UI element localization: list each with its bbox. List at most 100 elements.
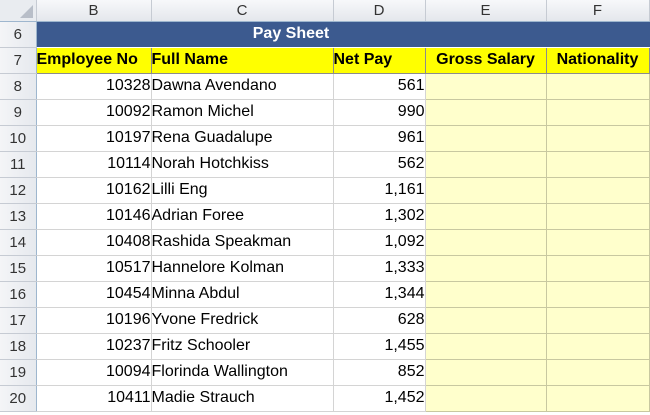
full-name-cell[interactable]: Dawna Avendano [151, 73, 334, 100]
column-header-row: B C D E F [0, 0, 650, 22]
column-header-b[interactable]: B [36, 0, 152, 22]
gross-salary-cell[interactable] [425, 333, 547, 360]
employee-no-cell[interactable]: 10146 [36, 203, 152, 230]
row-header[interactable]: 9 [0, 99, 37, 126]
net-pay-cell[interactable]: 1,452 [333, 385, 426, 412]
row-header[interactable]: 17 [0, 307, 37, 334]
net-pay-cell[interactable]: 1,344 [333, 281, 426, 308]
employee-no-cell[interactable]: 10197 [36, 125, 152, 152]
nationality-cell[interactable] [546, 359, 650, 386]
employee-no-cell[interactable]: 10517 [36, 255, 152, 282]
gross-salary-cell[interactable] [425, 203, 547, 230]
nationality-cell[interactable] [546, 203, 650, 230]
nationality-cell[interactable] [546, 307, 650, 334]
gross-salary-header[interactable]: Gross Salary [425, 47, 547, 74]
net-pay-cell[interactable]: 990 [333, 99, 426, 126]
full-name-cell[interactable]: Madie Strauch [151, 385, 334, 412]
gross-salary-cell[interactable] [425, 359, 547, 386]
full-name-cell[interactable]: Norah Hotchkiss [151, 151, 334, 178]
row-header[interactable]: 14 [0, 229, 37, 256]
row-header[interactable]: 6 [0, 21, 37, 48]
nationality-header[interactable]: Nationality [546, 47, 650, 74]
net-pay-cell[interactable]: 562 [333, 151, 426, 178]
nationality-cell[interactable] [546, 385, 650, 412]
pay-sheet-title-cell[interactable]: Pay Sheet [36, 21, 547, 48]
title-band-cell[interactable] [546, 21, 650, 48]
full-name-cell[interactable]: Rashida Speakman [151, 229, 334, 256]
table-row: 19 10094 Florinda Wallington 852 [0, 359, 650, 386]
row-header[interactable]: 19 [0, 359, 37, 386]
employee-no-cell[interactable]: 10092 [36, 99, 152, 126]
full-name-cell[interactable]: Hannelore Kolman [151, 255, 334, 282]
full-name-cell[interactable]: Ramon Michel [151, 99, 334, 126]
table-row: 17 10196 Yvone Fredrick 628 [0, 307, 650, 334]
net-pay-cell[interactable]: 628 [333, 307, 426, 334]
full-name-cell[interactable]: Minna Abdul [151, 281, 334, 308]
employee-no-cell[interactable]: 10196 [36, 307, 152, 334]
row-header[interactable]: 16 [0, 281, 37, 308]
row-header[interactable]: 7 [0, 47, 37, 74]
full-name-cell[interactable]: Yvone Fredrick [151, 307, 334, 334]
employee-no-cell[interactable]: 10094 [36, 359, 152, 386]
row-header[interactable]: 15 [0, 255, 37, 282]
gross-salary-cell[interactable] [425, 73, 547, 100]
nationality-cell[interactable] [546, 99, 650, 126]
nationality-cell[interactable] [546, 177, 650, 204]
row-header[interactable]: 12 [0, 177, 37, 204]
net-pay-cell[interactable]: 1,455 [333, 333, 426, 360]
column-header-d[interactable]: D [333, 0, 426, 22]
table-row: 9 10092 Ramon Michel 990 [0, 99, 650, 126]
gross-salary-cell[interactable] [425, 307, 547, 334]
full-name-cell[interactable]: Florinda Wallington [151, 359, 334, 386]
full-name-cell[interactable]: Lilli Eng [151, 177, 334, 204]
employee-no-header[interactable]: Employee No [36, 47, 152, 74]
employee-no-cell[interactable]: 10114 [36, 151, 152, 178]
full-name-cell[interactable]: Adrian Foree [151, 203, 334, 230]
net-pay-header[interactable]: Net Pay [333, 47, 426, 74]
column-header-c[interactable]: C [151, 0, 334, 22]
employee-no-cell[interactable]: 10454 [36, 281, 152, 308]
column-header-f[interactable]: F [546, 0, 650, 22]
nationality-cell[interactable] [546, 73, 650, 100]
employee-no-cell[interactable]: 10411 [36, 385, 152, 412]
row-header[interactable]: 18 [0, 333, 37, 360]
table-row: 14 10408 Rashida Speakman 1,092 [0, 229, 650, 256]
nationality-cell[interactable] [546, 255, 650, 282]
gross-salary-cell[interactable] [425, 151, 547, 178]
net-pay-cell[interactable]: 1,302 [333, 203, 426, 230]
net-pay-cell[interactable]: 852 [333, 359, 426, 386]
nationality-cell[interactable] [546, 281, 650, 308]
column-header-e[interactable]: E [425, 0, 547, 22]
full-name-cell[interactable]: Rena Guadalupe [151, 125, 334, 152]
row-header[interactable]: 10 [0, 125, 37, 152]
nationality-cell[interactable] [546, 125, 650, 152]
row-header[interactable]: 11 [0, 151, 37, 178]
table-row: 10 10197 Rena Guadalupe 961 [0, 125, 650, 152]
row-header[interactable]: 8 [0, 73, 37, 100]
net-pay-cell[interactable]: 1,333 [333, 255, 426, 282]
gross-salary-cell[interactable] [425, 125, 547, 152]
gross-salary-cell[interactable] [425, 255, 547, 282]
nationality-cell[interactable] [546, 229, 650, 256]
full-name-header[interactable]: Full Name [151, 47, 334, 74]
nationality-cell[interactable] [546, 333, 650, 360]
employee-no-cell[interactable]: 10408 [36, 229, 152, 256]
row-header[interactable]: 20 [0, 385, 37, 412]
net-pay-cell[interactable]: 1,161 [333, 177, 426, 204]
gross-salary-cell[interactable] [425, 281, 547, 308]
gross-salary-cell[interactable] [425, 229, 547, 256]
net-pay-cell[interactable]: 1,092 [333, 229, 426, 256]
gross-salary-cell[interactable] [425, 177, 547, 204]
row-header[interactable]: 13 [0, 203, 37, 230]
employee-no-cell[interactable]: 10237 [36, 333, 152, 360]
gross-salary-cell[interactable] [425, 99, 547, 126]
employee-no-cell[interactable]: 10328 [36, 73, 152, 100]
gross-salary-cell[interactable] [425, 385, 547, 412]
nationality-cell[interactable] [546, 151, 650, 178]
employee-no-cell[interactable]: 10162 [36, 177, 152, 204]
net-pay-cell[interactable]: 561 [333, 73, 426, 100]
net-pay-cell[interactable]: 961 [333, 125, 426, 152]
select-all-corner[interactable] [0, 0, 37, 22]
full-name-cell[interactable]: Fritz Schooler [151, 333, 334, 360]
